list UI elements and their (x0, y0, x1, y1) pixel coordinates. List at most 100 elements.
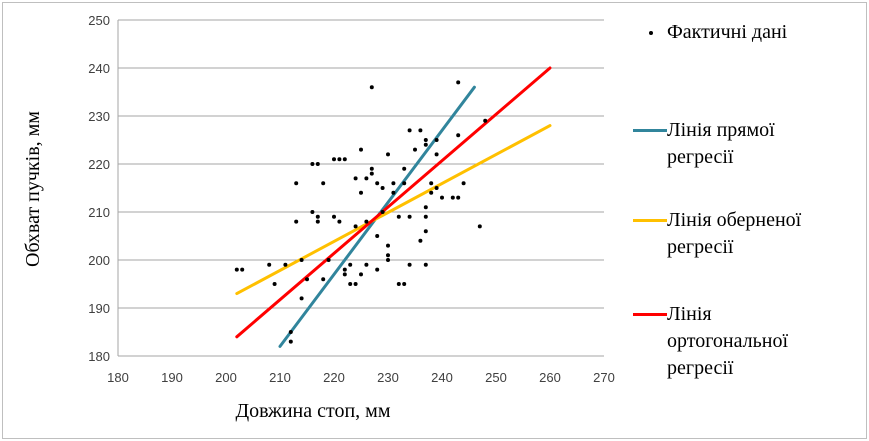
x-tick-label: 180 (107, 370, 129, 385)
data-point (348, 282, 353, 286)
x-tick-label: 190 (161, 370, 183, 385)
data-point (396, 282, 401, 286)
data-point (386, 253, 390, 258)
gridlines (118, 19, 604, 357)
data-point (321, 181, 326, 186)
y-tick-label: 240 (88, 61, 110, 76)
x-tick-label: 240 (431, 370, 453, 385)
data-point (423, 138, 428, 142)
y-tick-label: 210 (88, 205, 110, 220)
data-point (369, 171, 374, 176)
data-point (434, 138, 439, 142)
data-point (337, 157, 342, 162)
data-point (407, 214, 412, 219)
regression-lines (235, 66, 552, 348)
regression-line (235, 66, 552, 339)
x-tick-label: 230 (377, 370, 399, 385)
data-point (283, 262, 288, 267)
data-point (332, 214, 336, 219)
legend-item-direct: Лінія прямої регресії (633, 117, 775, 171)
x-axis-title: Довжина стоп, мм (236, 400, 391, 422)
data-point (386, 258, 390, 262)
data-point (315, 214, 320, 219)
data-point (315, 162, 320, 166)
regression-line (235, 124, 552, 296)
data-point (240, 267, 245, 272)
data-point (402, 166, 407, 171)
data-point (418, 128, 423, 133)
data-point (375, 267, 380, 272)
data-point (391, 190, 396, 195)
y-tick-label: 180 (88, 349, 110, 364)
legend-label-direct: Лінія прямої регресії (667, 119, 775, 168)
data-point (348, 262, 353, 267)
data-point (418, 238, 423, 243)
data-point (375, 181, 380, 186)
data-point (267, 262, 272, 267)
data-point (353, 224, 358, 229)
data-point (310, 162, 315, 166)
data-point (288, 339, 293, 344)
y-tick-label: 200 (88, 253, 110, 268)
data-point (386, 243, 390, 248)
y-axis-title: Обхват пучків, мм (22, 111, 44, 267)
data-point (429, 181, 434, 186)
data-point (434, 152, 439, 157)
y-tick-label: 250 (88, 13, 110, 28)
data-point (456, 195, 461, 200)
data-point (369, 85, 374, 90)
legend-label-points: Фактичні дані (667, 21, 788, 43)
data-point (364, 262, 369, 267)
data-point (380, 186, 385, 190)
data-point (310, 210, 315, 214)
data-point (380, 210, 385, 214)
data-point (375, 234, 380, 238)
data-point (413, 147, 417, 152)
data-point (359, 147, 363, 152)
data-point (369, 166, 374, 171)
data-point (402, 282, 407, 286)
data-point (359, 272, 363, 277)
data-point (423, 142, 428, 147)
legend: Фактичні дані Лінія прямої регресії Ліні… (633, 19, 863, 419)
data-point (294, 181, 299, 186)
legend-item-inverse: Лінія оберненої регресії (633, 207, 801, 261)
data-point (321, 277, 326, 282)
y-tick-label: 190 (88, 301, 110, 316)
data-point (353, 176, 358, 181)
data-points (234, 80, 488, 344)
y-tick-label: 230 (88, 109, 110, 124)
data-point (342, 272, 347, 277)
y-axis: 180 190 200 210 220 230 240 250 (88, 13, 119, 364)
x-tick-label: 200 (215, 370, 237, 385)
x-tick-label: 250 (485, 370, 507, 385)
x-tick-label: 260 (539, 370, 561, 385)
data-point (332, 157, 336, 162)
data-point (461, 181, 466, 186)
data-point (305, 277, 309, 282)
data-point (294, 219, 299, 224)
data-point (315, 219, 320, 224)
data-point (234, 267, 239, 272)
data-point (423, 229, 428, 234)
data-point (434, 186, 439, 190)
scatter-plot: 180 190 200 210 220 230 240 250 260 270 180 190 200… (22, 13, 615, 422)
data-point (456, 80, 461, 85)
data-point (364, 219, 369, 224)
x-tick-label: 220 (323, 370, 345, 385)
x-tick-label: 210 (269, 370, 291, 385)
data-point (456, 133, 461, 138)
data-point (402, 181, 407, 186)
data-point (407, 262, 412, 267)
x-tick-label: 270 (593, 370, 615, 385)
data-point (423, 214, 428, 219)
data-point (423, 205, 428, 210)
data-point (440, 195, 444, 200)
legend-item-orthogonal: Лінія ортогональної регресії (633, 301, 788, 382)
y-tick-label: 220 (88, 157, 110, 172)
legend-label-inverse: Лінія оберненої регресії (667, 209, 802, 258)
legend-label-orthogonal: Лінія ортогональної регресії (667, 303, 789, 379)
data-point (337, 219, 342, 224)
data-point (483, 118, 488, 123)
